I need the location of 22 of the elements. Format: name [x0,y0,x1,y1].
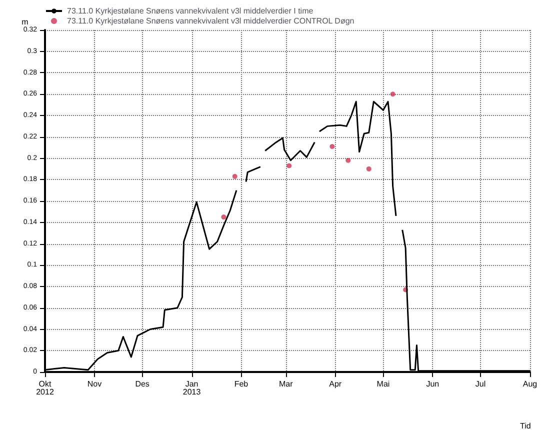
point [390,92,396,97]
x-tick-label: Aug [522,380,538,388]
x-tick-label: Feb [234,380,249,388]
x-tick-label: Jun [426,380,440,388]
legend-label: 73.11.0 Kyrkjestølane Snøens vannekvivalent v3l middelverdier CONTROL Døgn [67,16,354,26]
point [286,163,292,168]
x-tick-label: Des [135,380,150,388]
x-tick-label: Mai [376,380,390,388]
y-axis-title: m [22,18,29,26]
point [346,158,351,163]
x-tick-label: Mar [279,380,294,388]
x-tick-label: Jan 2013 [182,380,202,396]
point [232,174,238,179]
x-tick-label: Okt 2012 [36,380,54,396]
point [330,144,335,149]
x-tick-label: Apr [329,380,342,388]
x-tick-label: Jul [475,380,486,388]
x-axis-title: Tid [520,422,531,430]
point [221,214,226,220]
x-tick-label: Nov [87,380,102,388]
legend-label: 73.11.0 Kyrkjestølane Snøens vannekvivalent v3l middelverdier I time [67,6,314,16]
point [366,166,372,172]
